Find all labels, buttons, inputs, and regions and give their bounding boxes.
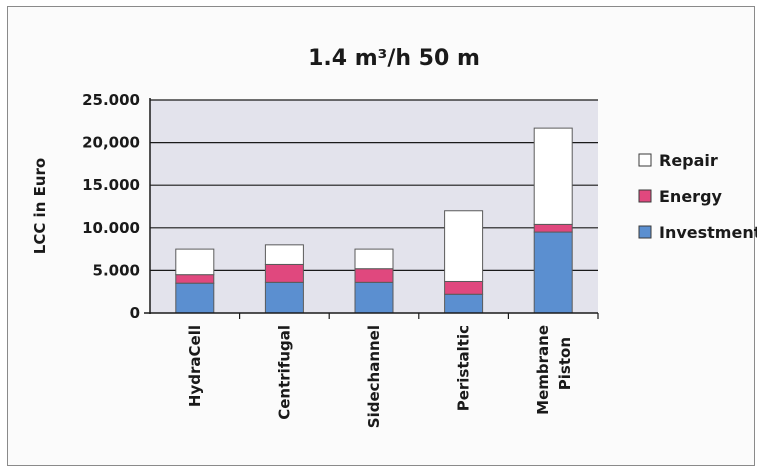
y-tick-label: 15.000 bbox=[82, 176, 140, 194]
bar-segment-investment bbox=[264, 281, 304, 314]
x-category-label: Centrifugal bbox=[275, 325, 293, 420]
y-tick-labels: 0 5.000 10.000 15.000 20,000 25.000 bbox=[82, 91, 140, 322]
y-tick-label: 25.000 bbox=[82, 91, 140, 109]
x-category-label: Sidechannel bbox=[365, 325, 383, 428]
x-category-labels: HydraCell Centrifugal Sidechannel Peristalt… bbox=[186, 325, 574, 428]
legend-swatch-investment bbox=[638, 225, 652, 239]
lcc-stacked-bar-chart: 1.4 m³/h 50 m 0 5.000 10.000 15.000 20,000 25… bbox=[31, 46, 757, 428]
x-category-label: HydraCell bbox=[186, 325, 204, 407]
y-tick-label: 20,000 bbox=[82, 134, 140, 152]
bar-segment-repair bbox=[264, 244, 304, 265]
y-tick-label: 5.000 bbox=[93, 261, 140, 279]
bar-segment-repair bbox=[533, 127, 573, 225]
x-category-label: Membrane bbox=[534, 325, 552, 415]
y-axis-label: LCC in Euro bbox=[31, 158, 49, 254]
bars bbox=[175, 127, 573, 314]
bar-segment-repair bbox=[354, 248, 394, 270]
legend-swatch-repair bbox=[638, 153, 652, 167]
legend-swatch-energy bbox=[638, 189, 652, 203]
x-category-label: Piston bbox=[556, 337, 574, 390]
bar-segment-investment bbox=[533, 231, 573, 314]
bar-segment-repair bbox=[175, 248, 215, 276]
gridlines bbox=[150, 99, 598, 271]
bar-segment-energy bbox=[175, 274, 215, 284]
bar-segment-investment bbox=[444, 293, 484, 314]
axes bbox=[144, 98, 599, 319]
bar-segment-energy bbox=[444, 280, 484, 295]
y-tick-label: 0 bbox=[130, 304, 140, 322]
bar-segment-investment bbox=[354, 281, 394, 314]
x-category-label: Peristaltic bbox=[455, 325, 473, 411]
bar-segment-energy bbox=[354, 268, 394, 283]
bar-segment-investment bbox=[175, 282, 215, 314]
chart-title: 1.4 m³/h 50 m bbox=[308, 46, 480, 71]
legend: Repair Energy Investment bbox=[638, 151, 757, 242]
bar-segment-energy bbox=[533, 223, 573, 233]
legend-label-investment: Investment bbox=[659, 223, 757, 242]
y-tick-label: 10.000 bbox=[82, 219, 140, 237]
legend-label-energy: Energy bbox=[659, 187, 723, 206]
legend-label-repair: Repair bbox=[659, 151, 718, 170]
bar-segment-repair bbox=[444, 210, 484, 282]
bar-segment-energy bbox=[264, 263, 304, 283]
